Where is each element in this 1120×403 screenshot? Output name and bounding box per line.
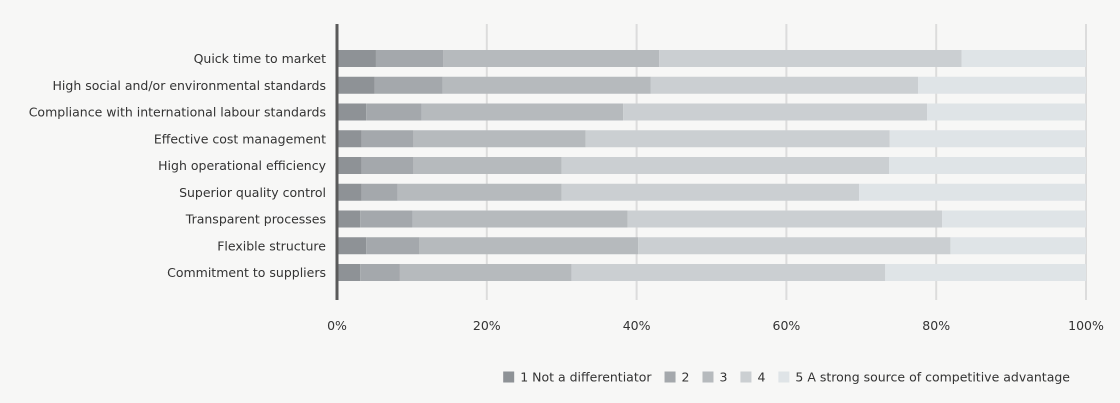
category-label: Compliance with international labour sta… — [29, 105, 326, 120]
bar-segment — [360, 210, 413, 228]
bar-segment — [918, 76, 1086, 94]
bar-segment — [942, 210, 1086, 228]
bar-segment — [950, 237, 1086, 255]
bar-segment — [337, 103, 367, 121]
bar-segment — [337, 264, 361, 281]
bar-segment — [337, 130, 362, 148]
legend-label: 3 — [719, 370, 727, 385]
tick-labels: 0% 20% 40% 60% 80% 100% — [327, 318, 1104, 333]
legend-label: 1 Not a differentiator — [520, 370, 652, 385]
bar-segment — [889, 157, 1086, 174]
bar-segment — [361, 130, 414, 148]
bar-segment — [659, 50, 962, 67]
x-tick-label: 20% — [473, 318, 501, 333]
bar-segment — [859, 183, 1086, 201]
bar-segment — [638, 237, 951, 255]
bar-segment — [571, 264, 886, 281]
bar-segment — [374, 76, 443, 94]
bar-segment — [623, 103, 928, 121]
category-label: Transparent processes — [185, 212, 326, 227]
legend-swatch — [778, 371, 790, 383]
category-label: Effective cost management — [154, 131, 326, 146]
legend-label: 5 A strong source of competitive advanta… — [795, 370, 1070, 385]
bar-segment — [927, 103, 1086, 121]
bar-segment — [337, 50, 376, 67]
bar-segment — [443, 50, 660, 67]
bar-segment — [413, 157, 562, 174]
x-tick-label: 80% — [922, 318, 950, 333]
legend: 1 Not a differentiator 2 3 4 5 A strong sour… — [503, 370, 1070, 385]
x-tick-label: 100% — [1068, 318, 1104, 333]
bar-segment — [885, 264, 1086, 281]
bar-segment — [561, 183, 860, 201]
bar-segment — [650, 76, 919, 94]
bar-segment — [375, 50, 444, 67]
bar-segment — [412, 210, 628, 228]
bar-segment — [337, 76, 375, 94]
bar-segment — [413, 130, 586, 148]
bar-segment — [442, 76, 651, 94]
legend-label: 4 — [757, 370, 765, 385]
legend-label: 2 — [682, 370, 690, 385]
category-label: Commitment to suppliers — [167, 265, 326, 280]
bar-segment — [889, 130, 1086, 148]
bar-segment — [337, 210, 361, 228]
category-label: High operational efficiency — [158, 158, 326, 173]
legend-swatch — [702, 371, 714, 383]
legend-swatch — [503, 371, 515, 383]
bar-segment — [397, 183, 562, 201]
category-label: High social and/or environmental standar… — [53, 78, 326, 93]
bar-segment — [337, 157, 362, 174]
bars — [337, 50, 1086, 281]
bar-segment — [585, 130, 890, 148]
bar-segment — [360, 264, 400, 281]
category-label: Flexible structure — [217, 238, 326, 253]
category-label: Quick time to market — [194, 51, 327, 66]
bar-segment — [337, 183, 362, 201]
bar-segment — [361, 183, 398, 201]
bar-segment — [421, 103, 624, 121]
x-tick-label: 0% — [327, 318, 347, 333]
bar-segment — [399, 264, 572, 281]
bar-segment — [366, 237, 420, 255]
category-labels: Quick time to market High social and/or e… — [29, 51, 327, 280]
bar-segment — [419, 237, 639, 255]
x-tick-label: 40% — [623, 318, 651, 333]
bar-segment — [361, 157, 414, 174]
bar-segment — [627, 210, 943, 228]
bar-segment — [961, 50, 1086, 67]
bar-segment — [561, 157, 890, 174]
legend-swatch — [740, 371, 752, 383]
bar-segment — [366, 103, 422, 121]
category-label: Superior quality control — [179, 185, 326, 200]
legend-swatch — [664, 371, 676, 383]
bar-segment — [337, 237, 367, 255]
x-tick-label: 60% — [773, 318, 801, 333]
